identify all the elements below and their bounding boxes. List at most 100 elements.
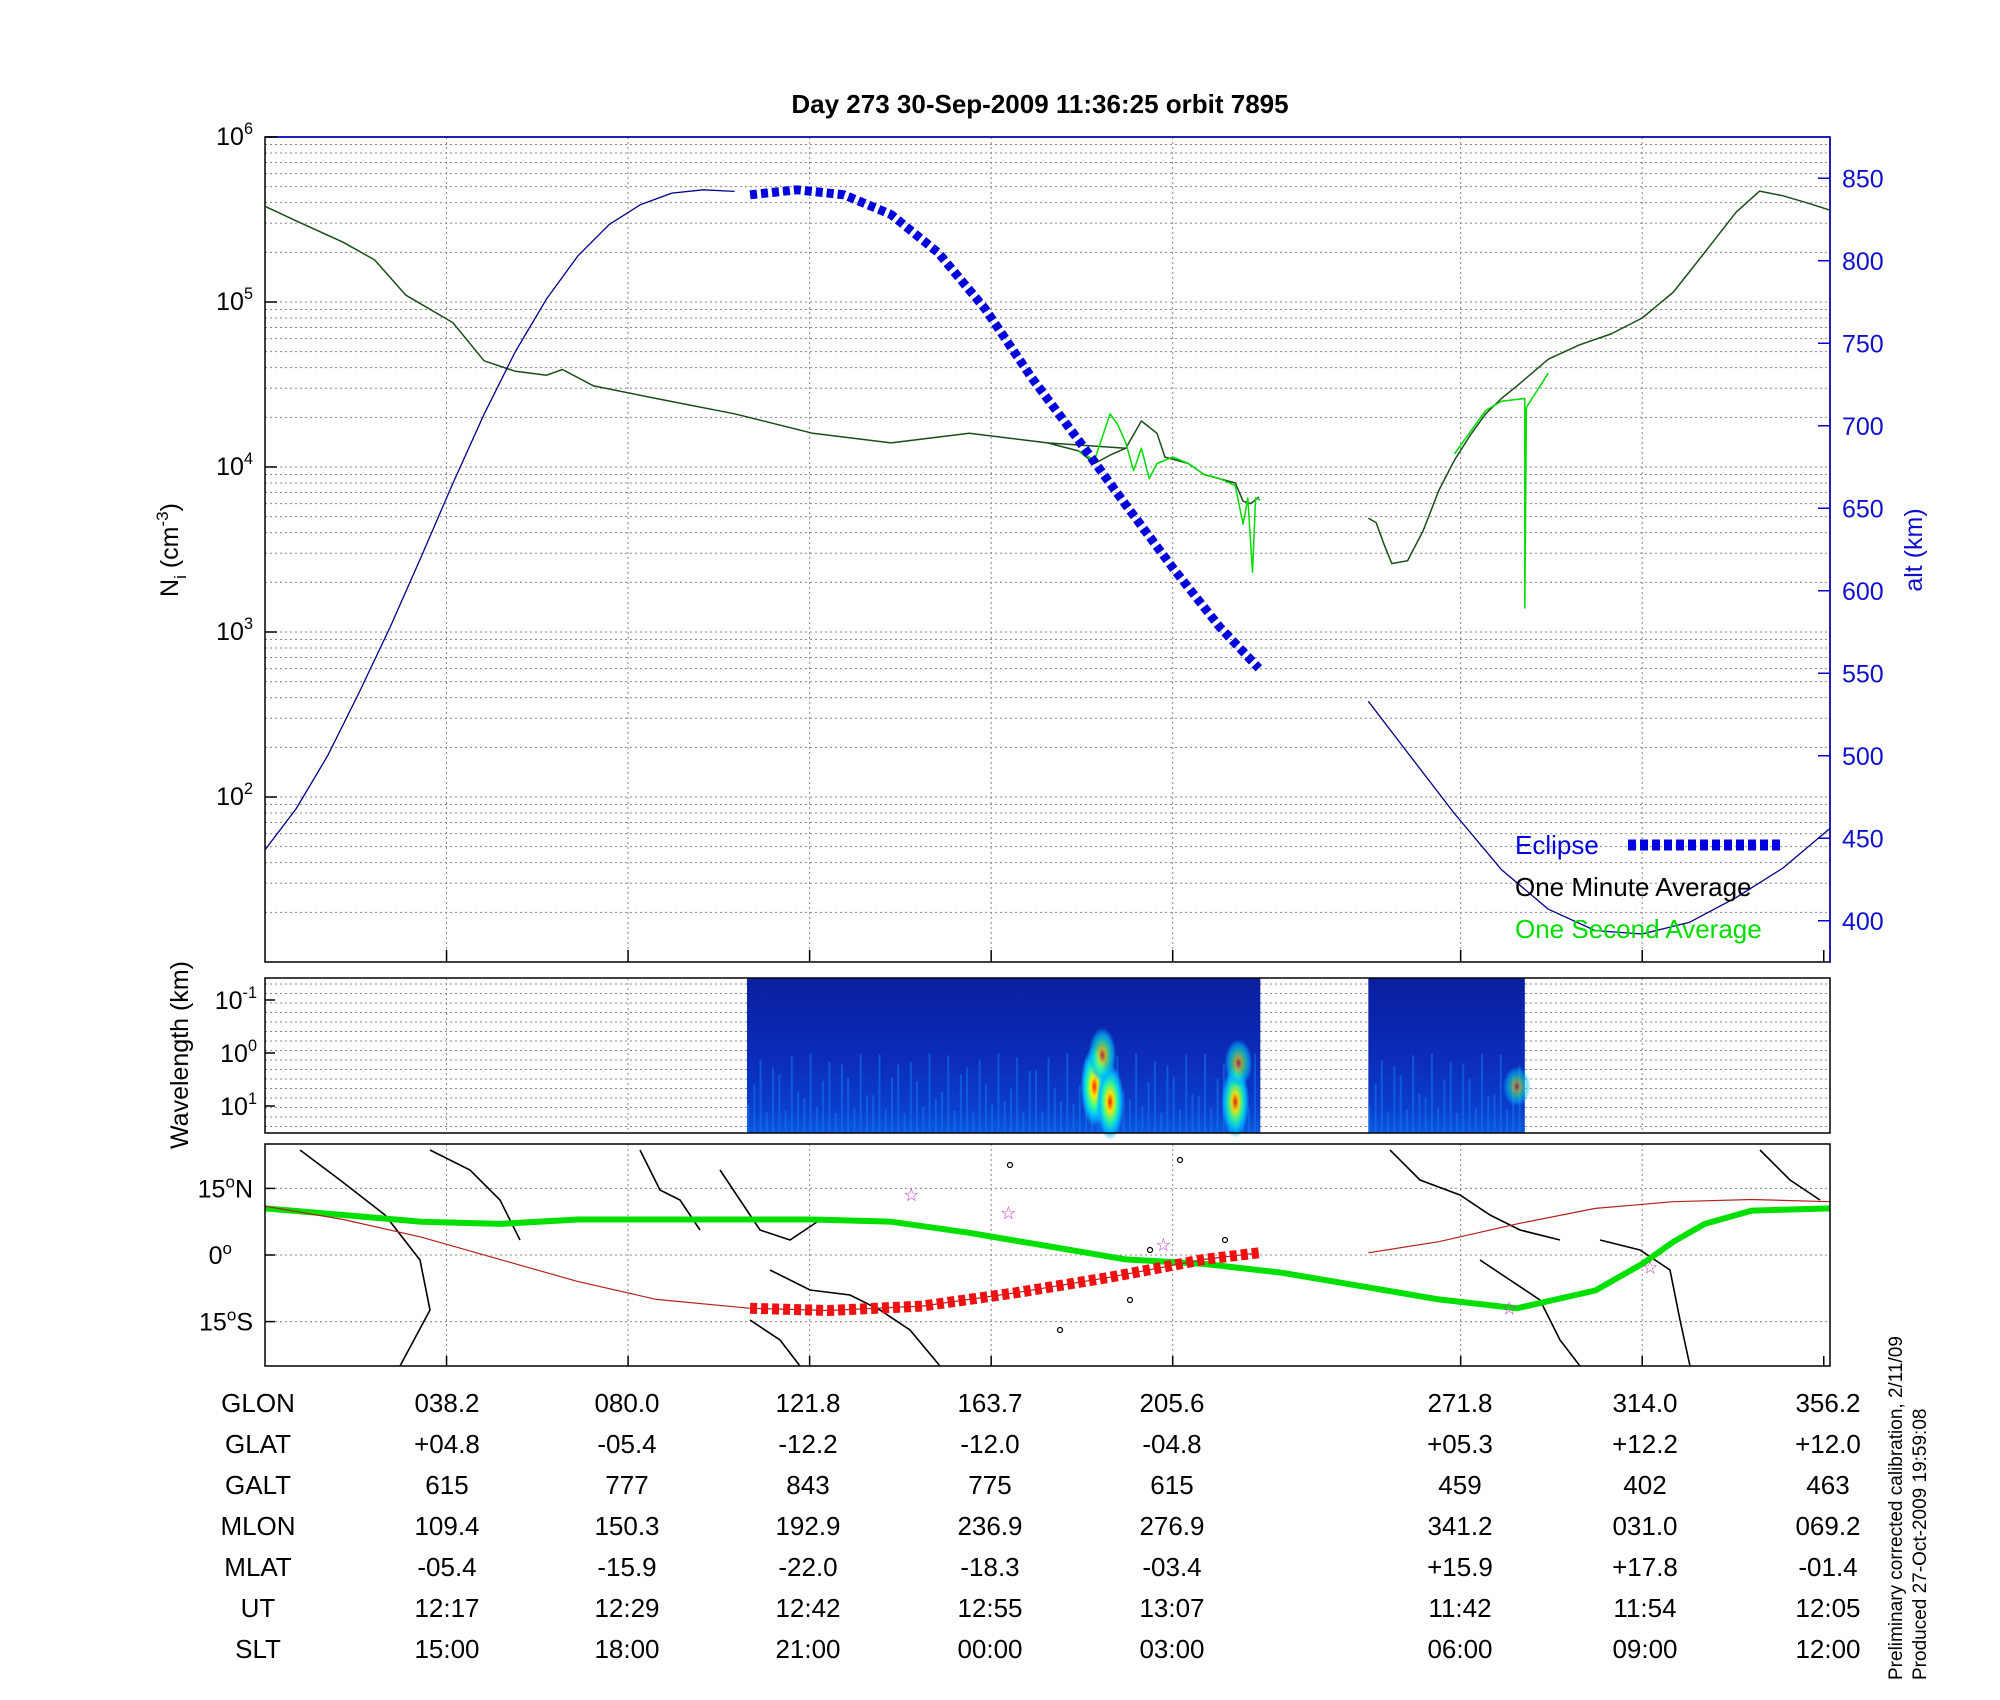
spectrogram-streak (1247, 1107, 1250, 1133)
table-row-label: GLON (221, 1388, 295, 1418)
spectrogram-streak (891, 1077, 893, 1133)
table-cell: +12.2 (1612, 1429, 1678, 1459)
table-cell: 06:00 (1427, 1634, 1492, 1664)
spectrogram-streak (947, 1055, 950, 1133)
spec-frame (264, 977, 1831, 1134)
spectrogram-streak (1368, 1105, 1371, 1133)
spectrogram-streak (797, 1092, 800, 1133)
spectrogram-streak (834, 1112, 837, 1133)
spectrogram-hotspot (1224, 1039, 1253, 1088)
spectrogram-streak (840, 1064, 843, 1133)
spectrogram-streak (1041, 1111, 1044, 1133)
spectrogram-streak (1443, 1080, 1446, 1133)
table-cell: -18.3 (960, 1552, 1019, 1582)
spectrogram-streak (1141, 1106, 1144, 1133)
island (1146, 1246, 1154, 1254)
table-cell: 459 (1438, 1470, 1481, 1500)
spectrogram-streak (1393, 1066, 1396, 1133)
map-tick-label: 0o (209, 1239, 232, 1270)
table-cell: 777 (605, 1470, 648, 1500)
spectrogram-streak (1455, 1112, 1458, 1133)
station-star-icon: ☆ (1000, 1203, 1016, 1223)
table-cell: 276.9 (1139, 1511, 1204, 1541)
table-cell: 615 (1150, 1470, 1193, 1500)
eclipse-track-line (749, 1247, 1260, 1316)
spectrogram-streak (966, 1067, 969, 1133)
right-tick-label: 400 (1842, 908, 1884, 936)
table-cell: 109.4 (414, 1511, 479, 1541)
spectrogram-streak (828, 1061, 831, 1133)
station-star-icon: ☆ (1155, 1235, 1171, 1255)
spectrogram-streak (1506, 1109, 1509, 1133)
spectrogram-streak (941, 1092, 944, 1133)
table-cell: -05.4 (417, 1552, 476, 1582)
spectrogram-streak (772, 1067, 775, 1133)
coastline (719, 1169, 821, 1241)
left-tick-label: 105 (216, 285, 253, 316)
table-row-label: GLAT (225, 1429, 291, 1459)
spectrogram-streak (978, 1059, 981, 1133)
one-second-line (1453, 372, 1549, 609)
coastline (429, 1149, 521, 1241)
table-cell: 11:42 (1428, 1593, 1491, 1623)
table-cell: 18:00 (594, 1634, 659, 1664)
left-tick-label: 104 (216, 450, 253, 481)
spectrogram-streak (1380, 1060, 1383, 1133)
altitude-line (265, 189, 735, 851)
table-cell: 15:00 (414, 1634, 479, 1664)
produced-note: Produced 27-Oct-2009 19:59:08 (1910, 1409, 1931, 1680)
table-cell: 341.2 (1427, 1511, 1492, 1541)
spectrogram-streak (1147, 1081, 1150, 1133)
spectrogram-streak (1405, 1109, 1408, 1133)
right-tick-label: 600 (1842, 578, 1884, 606)
table-cell: 150.3 (594, 1511, 659, 1541)
spectrogram-streak (1191, 1094, 1194, 1133)
coastline (769, 1269, 941, 1367)
density-panel: 102 103 104 105 106 400 450 500 550 600 650 700 750 8… (153, 120, 1928, 963)
altitude-line (1367, 700, 1830, 935)
island (1221, 1236, 1229, 1244)
table-row-label: SLT (235, 1634, 281, 1664)
spectrogram-streak (1066, 1053, 1069, 1133)
spectrogram-streak (1216, 1078, 1219, 1133)
spectrogram-streak (1185, 1054, 1188, 1133)
table-cell: 13:07 (1139, 1593, 1204, 1623)
right-tick-label: 500 (1842, 743, 1884, 771)
spectrogram-streak (1172, 1076, 1175, 1133)
spectrogram-streak (1022, 1111, 1025, 1133)
spectrogram-streak (1481, 1054, 1484, 1133)
spectrogram-streak (790, 1055, 793, 1133)
left-tick-label: 102 (216, 780, 253, 811)
spectrogram-streak (909, 1061, 912, 1133)
one-second-line (1078, 413, 1261, 574)
table-cell: +15.9 (1427, 1552, 1493, 1582)
coastline (1599, 1239, 1691, 1367)
spec-tick-label: 10-1 (215, 984, 257, 1015)
table-cell: 069.2 (1795, 1511, 1860, 1541)
spectrogram-streak (1487, 1096, 1490, 1133)
spectrogram-streak (1160, 1112, 1163, 1133)
table-cell: 843 (786, 1470, 829, 1500)
spectrogram-streak (1430, 1053, 1433, 1133)
table-cell: 12:29 (594, 1593, 659, 1623)
spec-y-label: Wavelength (km) (166, 961, 194, 1149)
ephemeris-table: GLON 038.2 080.0 121.8 163.7 205.6 271.8 314.0 3… (220, 1388, 1860, 1664)
spectrogram-streak (1053, 1087, 1056, 1133)
spectrogram-streak (784, 1110, 787, 1133)
density-plot-area (265, 185, 1830, 935)
spectrogram-streak (997, 1053, 1000, 1133)
y-axis-label-left: Ni (cm-3) (153, 503, 190, 597)
table-cell: 080.0 (594, 1388, 659, 1418)
left-tick-label: 103 (216, 615, 253, 646)
right-tick-label: 700 (1842, 413, 1884, 441)
spec-tick-label: 100 (220, 1037, 257, 1068)
table-cell: 03:00 (1139, 1634, 1204, 1664)
spectrogram-streak (1437, 1107, 1440, 1133)
spectrogram-hotspot (1088, 1027, 1117, 1084)
left-tick-label: 106 (216, 120, 253, 151)
island (1176, 1156, 1184, 1164)
spectrogram-streak (759, 1059, 762, 1133)
spectrogram-streak (1493, 1094, 1496, 1133)
spectrogram-streak (859, 1054, 862, 1133)
